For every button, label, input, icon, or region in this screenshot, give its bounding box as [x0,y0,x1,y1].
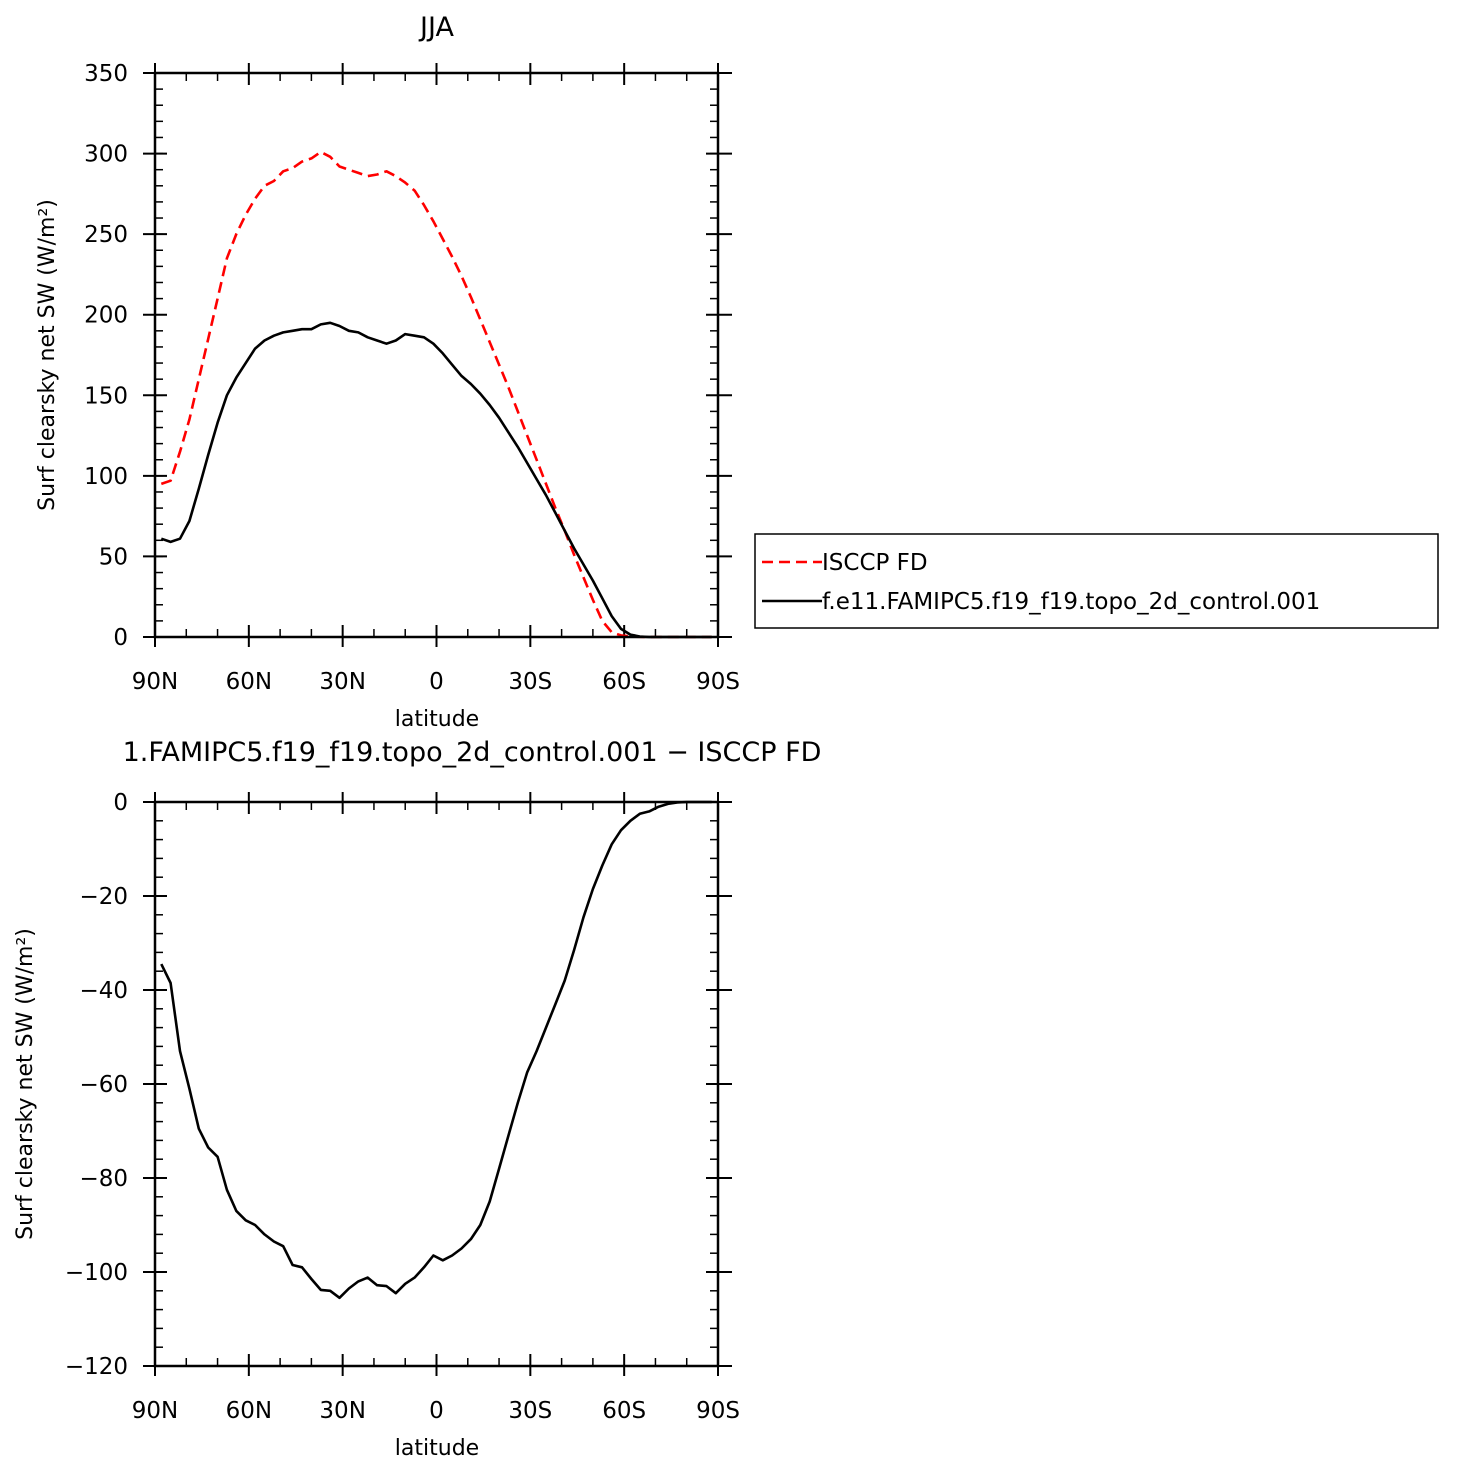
top-series-line-obs [160,150,712,639]
x-tick-label: 30S [508,669,552,695]
y-tick-label: 50 [99,544,128,570]
y-tick-label: −60 [79,1072,128,1098]
top-series-line-model [160,321,712,639]
x-tick-label: 30N [319,669,365,695]
top-plot-frame [153,71,720,639]
y-tick-label: −40 [79,978,128,1004]
y-tick-label: 250 [84,222,128,248]
y-tick-label: −20 [79,884,128,910]
x-tick-label: 30N [319,1398,365,1424]
top-plot-area: 90N 60N 30N 0 30S 60S 90S 0 50 100 150 200 250 300 350 [84,61,740,695]
bottom-x-axis-label: latitude [395,1436,479,1461]
y-tick-label: 350 [84,61,128,87]
x-tick-label: 90N [132,1398,178,1424]
bottom-panel: 1.FAMIPC5.f19_f19.topo_2d_control.001 − … [13,737,821,1461]
x-tick-label: 0 [429,1398,444,1424]
y-tick-label: 0 [113,625,128,651]
bottom-plot-frame [153,800,720,1368]
y-tick-label: 0 [113,790,128,816]
x-tick-label: 30S [508,1398,552,1424]
x-tick-label: 90N [132,669,178,695]
y-tick-label: −120 [65,1354,128,1380]
legend-label-obs: ISCCP FD [822,550,928,576]
bottom-chart-title: 1.FAMIPC5.f19_f19.topo_2d_control.001 − … [123,737,822,768]
y-tick-label: 300 [84,142,128,168]
x-tick-label: 90S [696,1398,740,1424]
bottom-plot-area: 90N 60N 30N 0 30S 60S 90S −120 −100 −80 −60 −40 −20 0 [65,790,740,1424]
x-tick-label: 90S [696,669,740,695]
legend-box [754,533,1439,629]
y-tick-label: −100 [65,1260,128,1286]
top-chart-title: JJA [418,12,454,43]
y-tick-label: 200 [84,303,128,329]
y-tick-label: 100 [84,464,128,490]
legend: ISCCP FD f.e11.FAMIPC5.f19_f19.topo_2d_c… [754,533,1439,629]
x-tick-label: 60N [226,1398,272,1424]
x-tick-label: 60S [602,669,646,695]
x-tick-label: 60S [602,1398,646,1424]
top-x-axis-label: latitude [395,707,479,732]
y-tick-label: 150 [84,383,128,409]
top-y-axis-label: Surf clearsky net SW (W/m²) [35,199,60,511]
bottom-series-line-model [160,800,712,1300]
x-tick-label: 60N [226,669,272,695]
legend-label-model: f.e11.FAMIPC5.f19_f19.topo_2d_control.00… [822,589,1320,615]
top-panel: JJA 90N 60N 30N 0 30S 60S 90S 0 50 100 150 200 250 30… [35,12,740,732]
bottom-y-axis-label: Surf clearsky net SW (W/m²) [13,928,38,1240]
y-tick-label: −80 [79,1166,128,1192]
x-tick-label: 0 [429,669,444,695]
